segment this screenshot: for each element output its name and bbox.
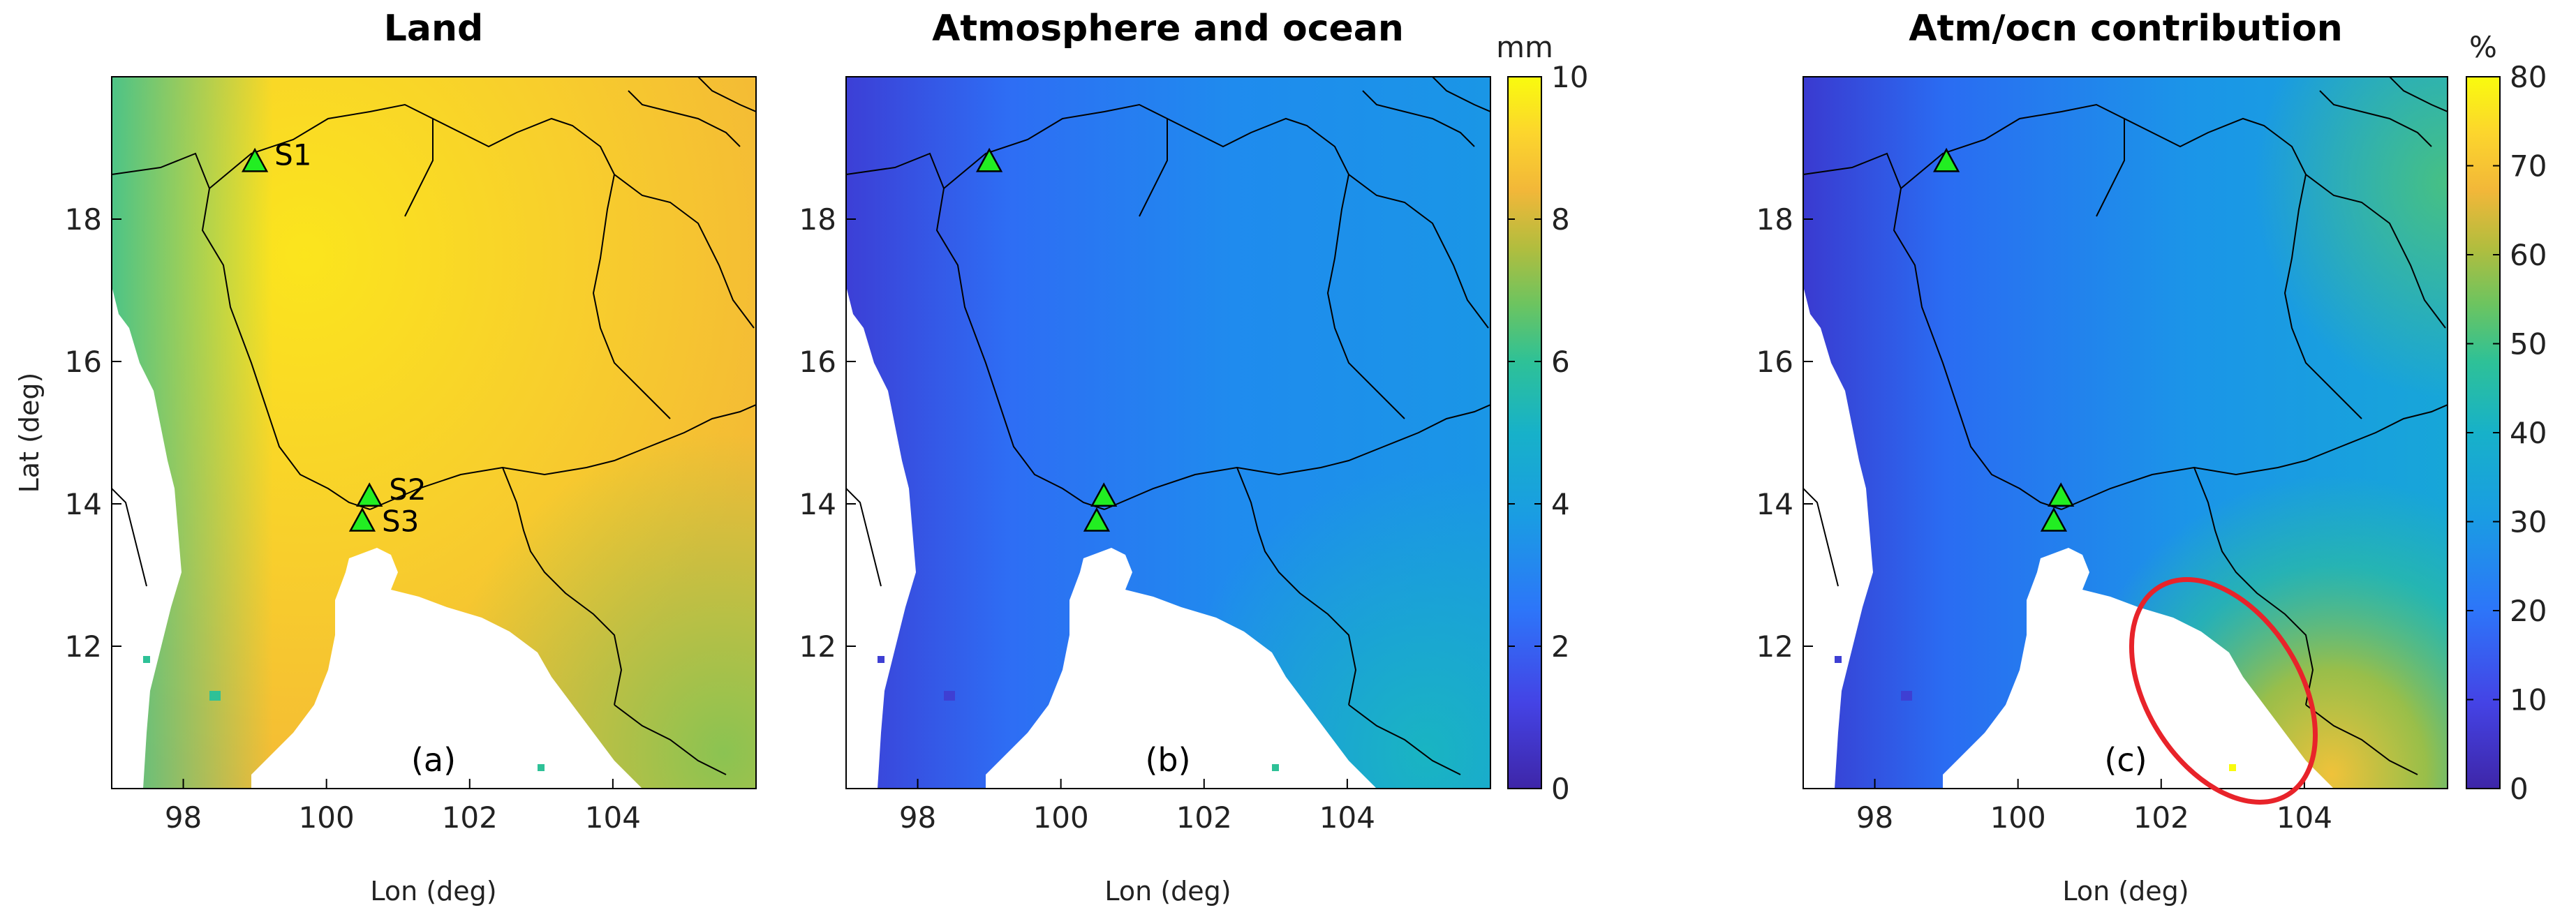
- y-tick-label: 14: [1756, 487, 1793, 521]
- y-tick-label: 14: [65, 487, 102, 521]
- site-marker: [1090, 482, 1118, 507]
- y-tick-label: 16: [1756, 345, 1793, 379]
- country-borders: [112, 77, 756, 775]
- chart-title: Atmosphere and ocean: [932, 8, 1404, 50]
- x-tick-label: 102: [2133, 800, 2189, 835]
- y-tick-label: 18: [799, 202, 836, 237]
- islands: [878, 656, 1279, 771]
- x-axis-label: Lon (deg): [2062, 876, 2189, 907]
- axis-ticks: 98 100 102 104 12 14 16 18: [1756, 202, 2332, 835]
- site-marker: [1932, 147, 1960, 172]
- x-tick-label: 102: [442, 800, 498, 835]
- site-marker: [356, 482, 383, 507]
- country-borders: [1803, 77, 2448, 775]
- colorbar-percent: % 0 10 20 30 40 50 60 70 80: [2466, 30, 2547, 806]
- colorbar-tick-label: 50: [2510, 327, 2547, 361]
- colorbar-tick-label: 8: [1551, 202, 1570, 237]
- site-markers: [975, 147, 1118, 532]
- colorbar-ticks: 0 10 20 30 40 50 60 70 80: [2466, 60, 2547, 806]
- x-tick-label: 104: [1319, 800, 1375, 835]
- site-label: S3: [382, 505, 419, 539]
- colorbar-unit: %: [2469, 30, 2497, 64]
- sea-gulf: [251, 548, 642, 789]
- colorbar-tick-label: 30: [2510, 505, 2547, 539]
- site-marker: [348, 507, 376, 532]
- panel-atm-ocn-contribution: Atm/ocn contribution: [1756, 8, 2547, 907]
- panel-label: (c): [2104, 741, 2147, 779]
- colorbar-unit: mm: [1496, 30, 1553, 64]
- colorbar-tick-label: 60: [2510, 238, 2547, 272]
- colorbar-tick-label: 70: [2510, 149, 2547, 184]
- site-marker: [2048, 482, 2075, 507]
- colorbar-tick-label: 4: [1551, 487, 1570, 521]
- colorbar-tick-label: 0: [2510, 772, 2529, 806]
- colorbar-tick-label: 6: [1551, 345, 1570, 379]
- chart-title: Land: [384, 8, 483, 50]
- y-tick-label: 12: [799, 629, 836, 664]
- x-tick-label: 100: [1033, 800, 1089, 835]
- site-marker: [975, 147, 1003, 172]
- site-label: S1: [274, 137, 311, 172]
- country-borders: [846, 77, 1490, 775]
- panel-label: (b): [1145, 741, 1190, 779]
- islands: [143, 656, 545, 771]
- x-tick-label: 98: [1856, 800, 1893, 835]
- y-axis-label: Lat (deg): [14, 373, 45, 493]
- y-tick-label: 12: [65, 629, 102, 664]
- site-marker: [242, 147, 269, 172]
- colorbar-tick-label: 10: [1551, 60, 1588, 94]
- chart-title: Atm/ocn contribution: [1909, 8, 2343, 50]
- axis-ticks: 98 100 102 104 12 14 16 18: [65, 202, 641, 835]
- x-tick-label: 98: [165, 800, 202, 835]
- sea-gulf: [1943, 548, 2334, 789]
- site-marker: [1083, 507, 1111, 532]
- panel-label: (a): [411, 741, 456, 779]
- x-axis-label: Lon (deg): [370, 876, 496, 907]
- colorbar-ticks: 0 2 4 6 8 10: [1508, 60, 1588, 806]
- y-tick-label: 14: [799, 487, 836, 521]
- axis-ticks: 98 100 102 104 12 14 16 18: [799, 202, 1375, 835]
- colorbar-tick-label: 20: [2510, 594, 2547, 628]
- colorbar-tick-label: 80: [2510, 60, 2547, 94]
- colorbar-tick-label: 40: [2510, 416, 2547, 450]
- site-marker: [2040, 507, 2068, 532]
- site-markers: [1932, 147, 2075, 532]
- colorbar-tick-label: 2: [1551, 629, 1570, 664]
- x-axis-label: Lon (deg): [1104, 876, 1231, 907]
- site-label: S2: [389, 472, 426, 507]
- y-tick-label: 12: [1756, 629, 1793, 664]
- x-tick-label: 104: [585, 800, 641, 835]
- x-tick-label: 104: [2277, 800, 2332, 835]
- y-tick-label: 18: [65, 202, 102, 237]
- colorbar-tick-label: 10: [2510, 683, 2547, 717]
- x-tick-label: 100: [299, 800, 355, 835]
- colorbar-mm: mm 0 2 4 6 8 10: [1496, 30, 1588, 806]
- y-tick-label: 16: [65, 345, 102, 379]
- x-tick-label: 98: [899, 800, 936, 835]
- y-tick-label: 18: [1756, 202, 1793, 237]
- sea-gulf: [986, 548, 1377, 789]
- sea-west: [112, 286, 182, 789]
- sea-west: [846, 286, 916, 789]
- x-tick-label: 102: [1176, 800, 1232, 835]
- panel-atmosphere-ocean: Atmosphere and ocean: [799, 8, 1589, 907]
- x-tick-label: 100: [1990, 800, 2046, 835]
- panel-land: Land: [14, 8, 757, 907]
- colorbar-tick-label: 0: [1551, 772, 1570, 806]
- y-tick-label: 16: [799, 345, 836, 379]
- islands: [1835, 656, 2236, 771]
- highlight-ellipse: [2129, 577, 2318, 805]
- sea-west: [1803, 286, 1873, 789]
